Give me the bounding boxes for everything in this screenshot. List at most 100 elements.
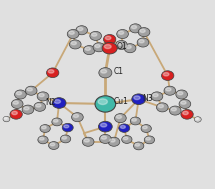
Ellipse shape [124,44,136,53]
Ellipse shape [52,98,66,108]
Ellipse shape [27,88,32,91]
Ellipse shape [176,90,187,99]
Ellipse shape [99,68,112,78]
Ellipse shape [67,29,79,39]
Ellipse shape [158,105,163,108]
Ellipse shape [11,99,23,108]
Ellipse shape [95,96,116,112]
Ellipse shape [122,136,132,143]
Ellipse shape [22,105,34,114]
Ellipse shape [116,40,127,50]
Ellipse shape [92,33,97,36]
Ellipse shape [101,123,107,127]
Ellipse shape [52,118,62,126]
Ellipse shape [98,99,108,105]
Ellipse shape [85,47,90,50]
Text: Cu1: Cu1 [114,97,129,106]
Text: O1: O1 [117,42,127,51]
Ellipse shape [83,46,95,55]
Ellipse shape [69,40,81,49]
Ellipse shape [3,116,10,122]
Ellipse shape [132,119,137,121]
Ellipse shape [157,103,168,112]
Ellipse shape [62,136,67,139]
Ellipse shape [134,142,144,150]
Ellipse shape [4,117,7,119]
Ellipse shape [37,92,49,101]
Ellipse shape [10,109,22,119]
Ellipse shape [39,137,44,140]
Ellipse shape [84,139,89,142]
Ellipse shape [15,90,26,99]
Ellipse shape [153,94,158,97]
Ellipse shape [93,43,105,52]
Ellipse shape [130,24,141,33]
Ellipse shape [117,29,128,39]
Ellipse shape [143,126,147,129]
Text: C1: C1 [114,67,124,76]
Ellipse shape [103,34,116,44]
Ellipse shape [53,119,58,122]
Ellipse shape [54,100,60,103]
Ellipse shape [41,126,46,129]
Ellipse shape [137,38,149,47]
Ellipse shape [78,27,83,31]
Ellipse shape [16,92,22,95]
Ellipse shape [40,125,50,132]
Ellipse shape [82,137,94,146]
Ellipse shape [126,45,131,49]
Ellipse shape [181,109,193,119]
Ellipse shape [134,96,140,100]
Ellipse shape [25,86,37,95]
Ellipse shape [46,68,59,78]
Ellipse shape [183,111,188,115]
Ellipse shape [36,104,41,107]
Ellipse shape [49,142,59,149]
Ellipse shape [161,71,174,81]
Ellipse shape [118,31,124,34]
Ellipse shape [120,125,125,129]
Ellipse shape [101,136,106,139]
Ellipse shape [62,123,73,132]
Ellipse shape [104,45,111,49]
Ellipse shape [151,92,163,101]
Ellipse shape [13,101,18,104]
Ellipse shape [64,125,69,128]
Ellipse shape [178,92,183,95]
Ellipse shape [71,42,76,45]
Ellipse shape [163,73,169,76]
Ellipse shape [119,124,130,132]
Ellipse shape [132,94,146,105]
Ellipse shape [194,117,201,122]
Ellipse shape [146,137,150,140]
Ellipse shape [102,43,117,54]
Ellipse shape [60,135,71,143]
Ellipse shape [38,136,48,144]
Ellipse shape [181,101,186,104]
Ellipse shape [135,143,140,146]
Ellipse shape [90,31,101,40]
Ellipse shape [12,111,17,115]
Ellipse shape [73,114,78,118]
Ellipse shape [98,121,112,132]
Ellipse shape [130,117,141,125]
Ellipse shape [100,134,111,143]
Ellipse shape [101,70,107,73]
Ellipse shape [115,114,126,123]
Text: N2: N2 [45,98,56,107]
Ellipse shape [24,107,29,110]
Ellipse shape [195,118,198,120]
Ellipse shape [138,28,150,37]
Ellipse shape [166,88,171,91]
Ellipse shape [123,137,128,140]
Ellipse shape [105,36,111,40]
Ellipse shape [141,125,151,132]
Ellipse shape [95,44,100,48]
Ellipse shape [171,108,176,111]
Ellipse shape [140,29,145,33]
Ellipse shape [131,26,137,29]
Ellipse shape [72,113,83,122]
Ellipse shape [179,99,191,108]
Text: N3: N3 [142,94,153,103]
Ellipse shape [48,70,54,73]
